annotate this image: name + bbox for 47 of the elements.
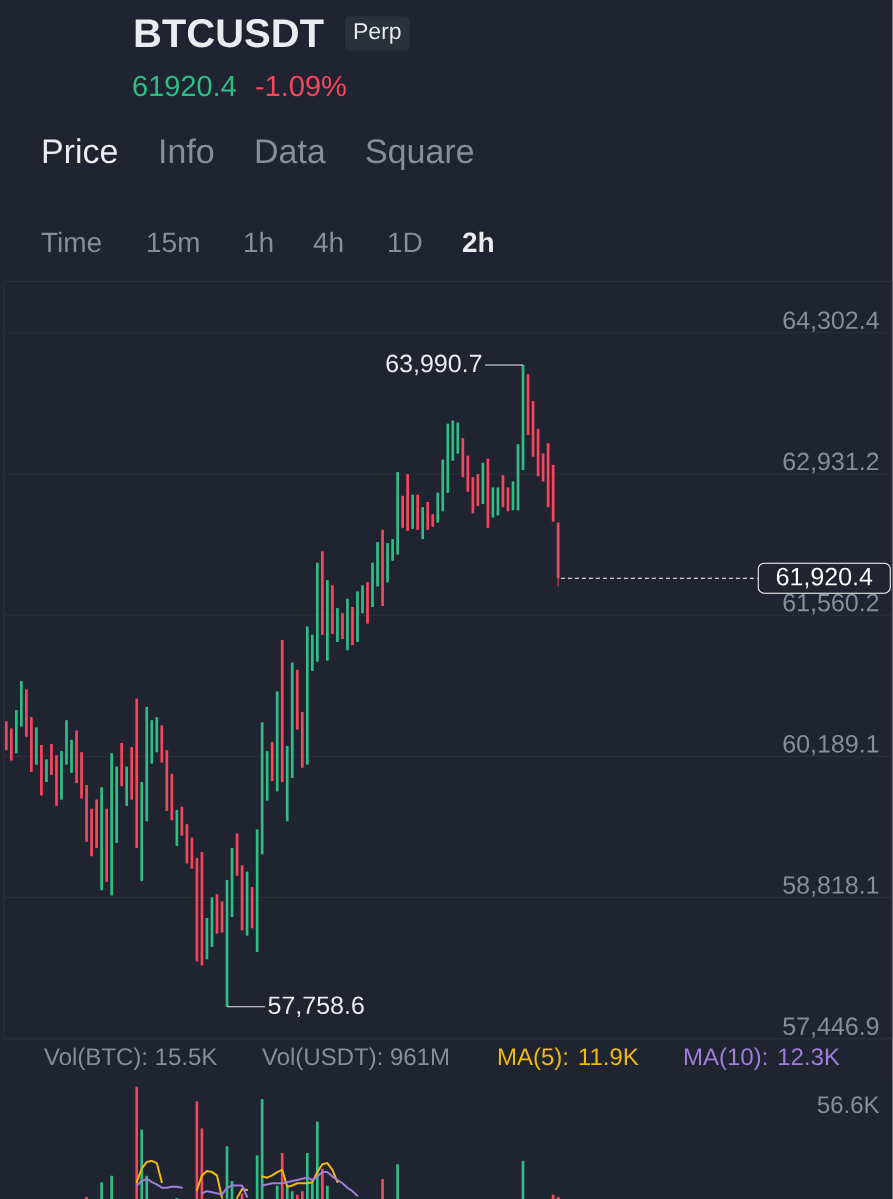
chart-title: BTCUSDT (135, 19, 324, 48)
bar (381, 1178, 385, 1199)
bar (110, 1175, 114, 1199)
y-tick-label: 58,818.1 (783, 876, 879, 897)
annotation: 63,990.7 (386, 354, 482, 376)
text: 15m (148, 232, 199, 253)
bar (321, 1168, 324, 1199)
annotation: 57,758.6 (268, 996, 364, 1018)
bar (260, 1099, 264, 1199)
annotation: 56.6K (817, 1096, 880, 1114)
text: Price (43, 138, 118, 164)
text: Time (41, 231, 102, 253)
text: Vol(BTC): 15.5K (44, 1047, 218, 1070)
y-tick-label: 62,931.2 (783, 452, 879, 474)
bar (311, 1182, 314, 1199)
text: Perp (354, 23, 401, 44)
bar (296, 1194, 299, 1199)
text: Square (366, 139, 474, 171)
text: 1h (245, 231, 273, 253)
bar (396, 1164, 400, 1199)
y-tick-label: 64,302.4 (783, 311, 879, 333)
bar (301, 1191, 304, 1199)
bar (291, 1191, 294, 1199)
text: 1D (389, 232, 422, 253)
text: MA(5): 11.9K (499, 1047, 639, 1070)
text: -1.09% (256, 75, 346, 97)
bar (85, 1196, 89, 1199)
bar (275, 1185, 279, 1199)
text: Data (256, 139, 326, 164)
text: MA(10): 12.3K (685, 1047, 840, 1070)
bar (556, 1196, 560, 1199)
bar (140, 1129, 144, 1199)
text: 2h (463, 231, 494, 253)
bar (306, 1152, 309, 1199)
ref-line-label: 61,920.4 (777, 567, 873, 589)
y-tick-label: 60,189.1 (783, 734, 879, 756)
text: 61920.4 (133, 75, 237, 97)
bar (135, 1086, 139, 1199)
bar (145, 1175, 149, 1199)
bar (326, 1185, 329, 1199)
bar (316, 1121, 319, 1199)
text: Vol(USDT): 961M (262, 1047, 449, 1070)
y-tick-label: 61,560.2 (783, 593, 879, 615)
y-tick-label: 57,446.9 (783, 1017, 879, 1039)
text: Info (161, 138, 214, 164)
text: 4h (313, 231, 343, 253)
bar (100, 1182, 104, 1199)
